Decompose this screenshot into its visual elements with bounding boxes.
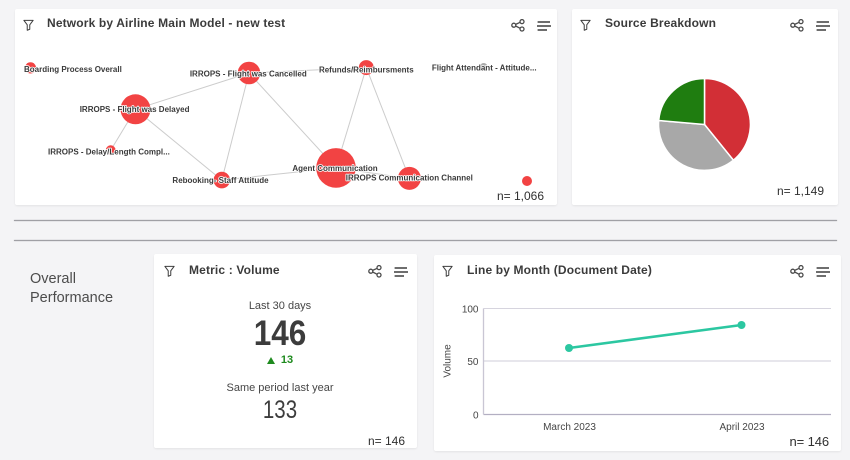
svg-text:Refunds/Reimbursments: Refunds/Reimbursments <box>319 65 414 74</box>
svg-text:50: 50 <box>467 357 479 368</box>
svg-text:Rebooking- Staff Attitude: Rebooking- Staff Attitude <box>172 176 269 185</box>
svg-text:March 2023: March 2023 <box>543 422 596 433</box>
svg-text:100: 100 <box>462 305 479 316</box>
svg-text:IRROPS Communication Channel: IRROPS Communication Channel <box>346 174 473 183</box>
svg-text:Volume: Volume <box>443 344 454 378</box>
svg-text:IRROPS - Flight was Cancelled: IRROPS - Flight was Cancelled <box>190 69 307 78</box>
svg-text:April 2023: April 2023 <box>719 422 764 433</box>
svg-text:Boarding Process Overall: Boarding Process Overall <box>24 65 122 74</box>
svg-text:Agent Communication: Agent Communication <box>292 164 377 173</box>
svg-text:Flight Attendant - Attitude...: Flight Attendant - Attitude... <box>432 63 537 72</box>
svg-text:IRROPS - Delay/Length Compl...: IRROPS - Delay/Length Compl... <box>48 148 170 157</box>
svg-text:IRROPS - Flight was Delayed: IRROPS - Flight was Delayed <box>80 105 190 114</box>
svg-text:0: 0 <box>473 411 479 422</box>
